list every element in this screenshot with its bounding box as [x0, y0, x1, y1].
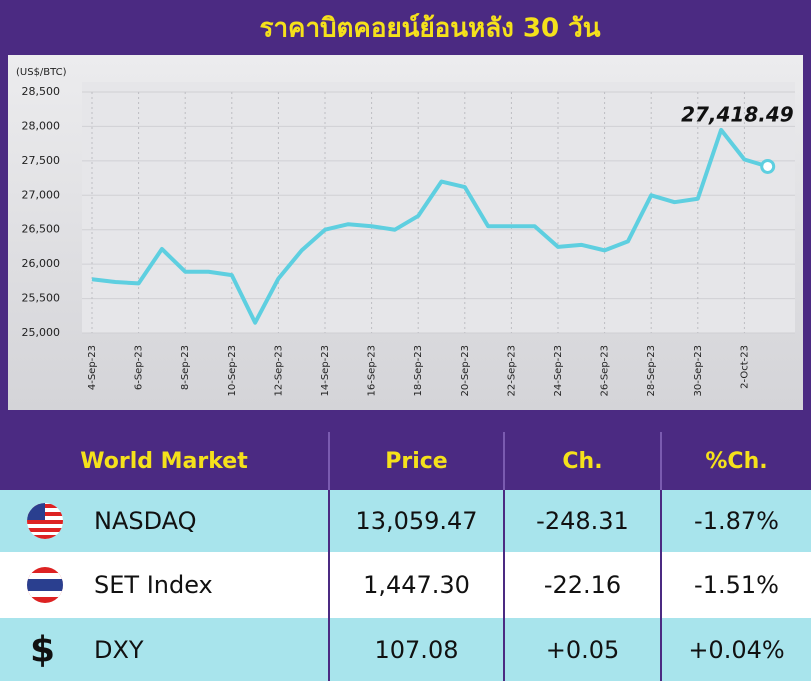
x-tick-label: 12-Sep-23: [273, 345, 284, 397]
x-tick-label: 4-Sep-23: [87, 345, 98, 390]
table-row: NASDAQ 13,059.47 -248.31 -1.87%: [0, 490, 811, 552]
x-tick-label: 18-Sep-23: [413, 345, 424, 397]
x-tick-label: 8-Sep-23: [180, 345, 191, 390]
x-tick-label: 26-Sep-23: [600, 345, 611, 397]
pct-cell: +0.04%: [688, 635, 785, 664]
x-tick-label: 10-Sep-23: [227, 345, 238, 397]
x-tick-label: 28-Sep-23: [646, 345, 657, 397]
x-tick-label: 20-Sep-23: [460, 345, 471, 397]
y-tick-label: 28,500: [22, 85, 61, 98]
y-tick-label: 25,000: [22, 326, 61, 339]
pct-cell: -1.51%: [694, 571, 779, 599]
end-point: [760, 158, 776, 174]
row-name: NASDAQ: [0, 490, 330, 552]
change-cell: -248.31: [505, 490, 662, 552]
y-tick-label: 27,000: [22, 188, 61, 201]
price-cell: 1,447.30: [330, 552, 505, 618]
change-cell: -22.16: [505, 552, 662, 618]
y-tick-label: 25,500: [22, 292, 61, 305]
row-label: SET Index: [94, 571, 213, 599]
price-cell: 13,059.47: [330, 490, 505, 552]
price-line: [91, 127, 769, 325]
plot-area: [82, 82, 795, 333]
row-label: DXY: [94, 635, 144, 664]
row-name: $ DXY: [0, 618, 330, 681]
header-cell: Ch.: [505, 432, 662, 490]
header-cell: Price: [330, 432, 505, 490]
dollar-icon: $: [30, 629, 56, 670]
table-row: $ DXY 107.08 +0.05 +0.04%: [0, 618, 811, 681]
x-tick-label: 22-Sep-23: [506, 345, 517, 397]
y-axis-label: (US$/BTC): [16, 67, 67, 78]
x-tick-label: 16-Sep-23: [367, 345, 378, 397]
chart-title: ราคาบิตคอยน์ย้อนหลัง 30 วัน: [259, 13, 600, 44]
pct-cell: -1.87%: [694, 507, 779, 535]
th-flag: [27, 567, 63, 603]
header-cell: %Ch.: [705, 448, 768, 474]
x-tick-label: 30-Sep-23: [693, 345, 704, 397]
annotation: 27,418.49: [681, 103, 794, 127]
chart: ราคาบิตคอยน์ย้อนหลัง 30 วัน (US$/BTC) 25…: [8, 13, 803, 410]
header-cell: World Market: [0, 432, 330, 490]
price-cell: 107.08: [330, 618, 505, 681]
change-cell: +0.05: [505, 618, 662, 681]
table-header: World Market Price Ch. %Ch.: [0, 432, 811, 490]
row-name: SET Index: [0, 552, 330, 618]
row-label: NASDAQ: [94, 507, 197, 535]
y-tick-label: 27,500: [22, 154, 61, 167]
y-tick-label: 26,500: [22, 223, 61, 236]
us-flag: [27, 503, 63, 539]
x-tick-label: 24-Sep-23: [553, 345, 564, 397]
market-table: World Market Price Ch. %Ch. NASDAQ 13,05…: [0, 432, 811, 681]
table-row: SET Index 1,447.30 -22.16 -1.51%: [0, 552, 811, 618]
y-tick-label: 28,000: [22, 119, 61, 132]
y-tick-label: 26,000: [22, 257, 61, 270]
x-tick-label: 2-Oct-23: [739, 345, 750, 389]
x-tick-label: 6-Sep-23: [134, 345, 145, 390]
x-tick-label: 14-Sep-23: [320, 345, 331, 397]
